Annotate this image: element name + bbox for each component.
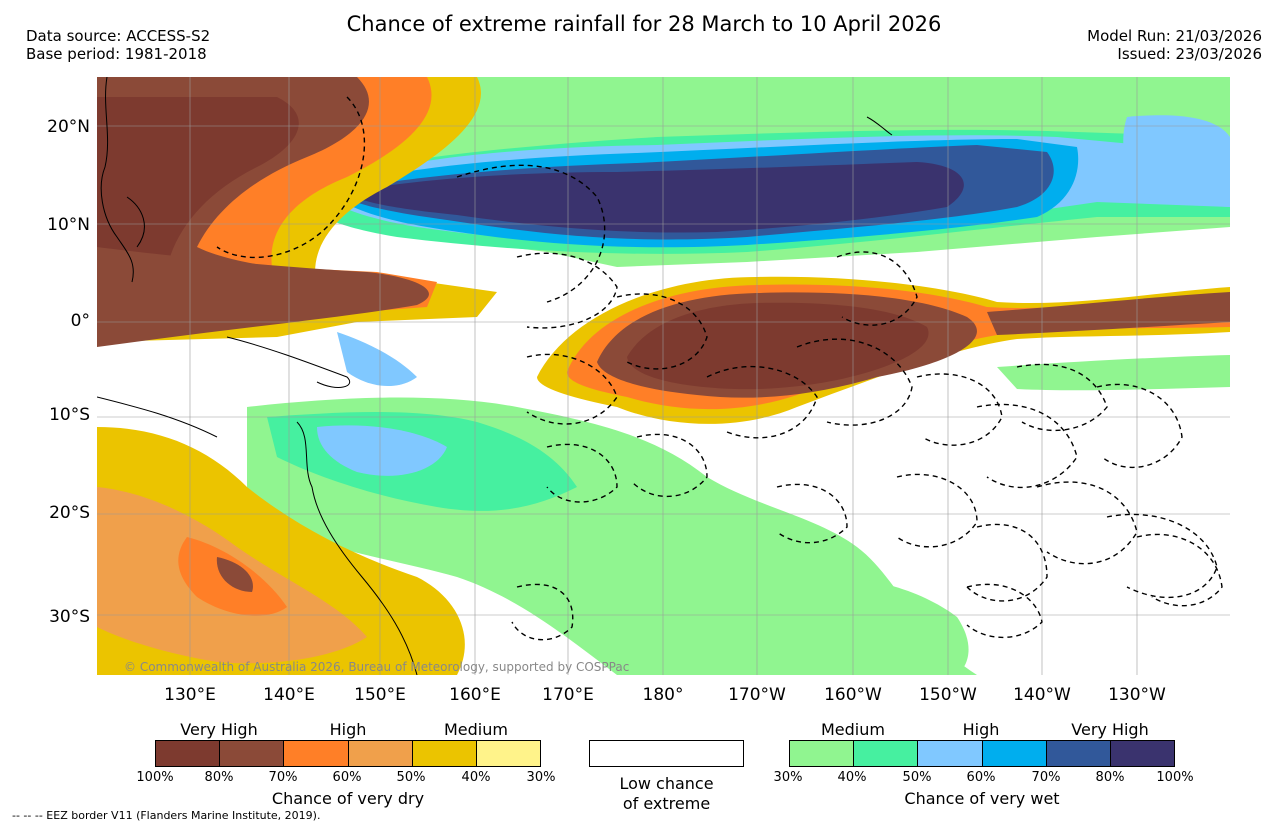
wet-colorbar	[789, 740, 1175, 767]
lon-label-170w: 170°W	[728, 685, 786, 705]
header-left: Data source: ACCESS-S2 Base period: 1981…	[26, 27, 210, 63]
dry-tick-80: 80%	[204, 770, 234, 785]
wet-se	[793, 576, 969, 675]
rainfall-map: © Commonwealth of Australia 2026, Bureau…	[97, 77, 1230, 675]
dry-tick-100: 100%	[136, 770, 174, 785]
wet-tick-50: 50%	[902, 770, 932, 785]
wet-swatch-3	[918, 741, 983, 766]
wet-tick-80: 80%	[1095, 770, 1125, 785]
dry-sw-small	[216, 557, 253, 592]
wet-cat-very-high: Very High	[1071, 720, 1149, 739]
gridlines	[97, 77, 1230, 675]
dry-swatch-5	[412, 741, 477, 766]
dry-swatch-3	[284, 741, 349, 766]
wet-tick-70: 70%	[1031, 770, 1061, 785]
wet-tick-100: 100%	[1156, 770, 1194, 785]
lat-label-0: 0°	[70, 311, 90, 331]
eez-borders	[216, 96, 1223, 641]
dry-cat-very-high: Very High	[180, 720, 258, 739]
low-chance-caption: Low chance of extreme	[589, 774, 744, 814]
wet-sw-patch	[337, 332, 417, 387]
dry-swatch-2	[220, 741, 285, 766]
lon-label-150e: 150°E	[354, 685, 406, 705]
lat-label-10s: 10°S	[49, 405, 90, 425]
lon-label-170e: 170°E	[542, 685, 594, 705]
low-chance-line1: Low chance	[619, 774, 714, 793]
eez-note: -- -- -- EEZ border V11 (Flanders Marine…	[12, 809, 321, 822]
wet-swatch-6	[1110, 741, 1175, 766]
lon-label-160e: 160°E	[449, 685, 501, 705]
chart-title: Chance of extreme rainfall for 28 March …	[346, 12, 942, 36]
dry-tick-70: 70%	[268, 770, 298, 785]
low-chance-line2: of extreme	[622, 794, 711, 813]
model-run-label: Model Run: 21/03/2026	[1087, 27, 1262, 45]
base-period-label: Base period: 1981-2018	[26, 45, 207, 63]
low-chance-swatch	[589, 740, 744, 767]
lat-label-10n: 10°N	[47, 215, 90, 235]
dry-extreme-nw	[97, 97, 299, 277]
dry-band-east	[987, 292, 1230, 335]
issued-label: Issued: 23/03/2026	[1117, 45, 1262, 63]
wet-swatch-2	[854, 741, 919, 766]
dry-swatch-1	[156, 741, 221, 766]
lon-label-130w: 130°W	[1108, 685, 1166, 705]
wet-south-high	[317, 425, 447, 476]
wet-swatch-5	[1046, 741, 1111, 766]
wet-swatch-1	[790, 741, 855, 766]
wet-caption: Chance of very wet	[904, 789, 1060, 808]
dry-tick-60: 60%	[332, 770, 362, 785]
wet-ne	[1123, 115, 1230, 207]
wet-tick-60: 60%	[966, 770, 996, 785]
dry-tick-50: 50%	[396, 770, 426, 785]
lat-label-30s: 30°S	[49, 607, 90, 627]
dry-swatch-4	[348, 741, 413, 766]
lat-label-20n: 20°N	[47, 117, 90, 137]
dry-colorbar	[155, 740, 541, 767]
dry-cat-medium: Medium	[444, 720, 508, 739]
lon-label-150w: 150°W	[919, 685, 977, 705]
dry-tick-30: 30%	[526, 770, 556, 785]
lon-label-140w: 140°W	[1013, 685, 1071, 705]
data-source-label: Data source: ACCESS-S2	[26, 27, 211, 45]
wet-tick-30: 30%	[773, 770, 803, 785]
lat-label-20s: 20°S	[49, 503, 90, 523]
wet-swatch-4	[982, 741, 1047, 766]
header-right: Model Run: 21/03/2026 Issued: 23/03/2026	[1087, 27, 1262, 63]
lon-label-180: 180°	[642, 685, 684, 705]
wet-cat-high: High	[962, 720, 1000, 739]
dry-cat-high: High	[329, 720, 367, 739]
wet-extreme-north	[347, 162, 964, 233]
wet-tick-40: 40%	[837, 770, 867, 785]
dry-swatch-6	[476, 741, 541, 766]
coastlines	[97, 77, 893, 675]
wet-se-band	[997, 355, 1230, 391]
lon-label-130e: 130°E	[164, 685, 216, 705]
lon-label-160w: 160°W	[824, 685, 882, 705]
wet-cat-medium: Medium	[821, 720, 885, 739]
dry-tick-40: 40%	[461, 770, 491, 785]
copyright-text: © Commonwealth of Australia 2026, Bureau…	[124, 660, 629, 674]
lon-label-140e: 140°E	[263, 685, 315, 705]
dry-caption: Chance of very dry	[271, 789, 425, 808]
